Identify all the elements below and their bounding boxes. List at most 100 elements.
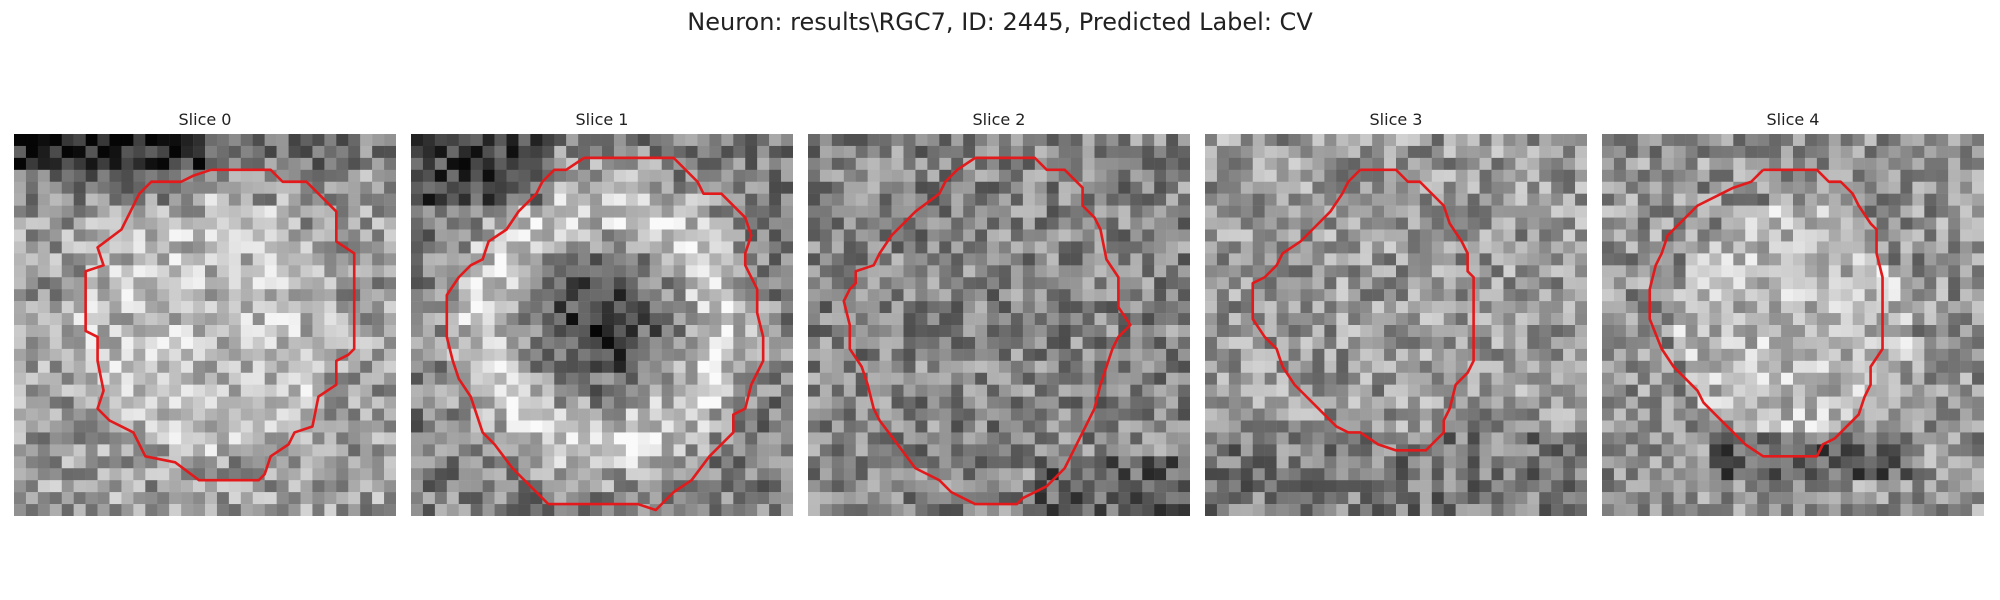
pixel (1685, 336, 1698, 350)
pixel (205, 468, 218, 481)
pixel (915, 432, 928, 445)
pixel (1721, 265, 1734, 278)
pixel (757, 480, 770, 493)
pixel (121, 193, 134, 206)
pixel (1467, 372, 1480, 385)
pixel (14, 145, 27, 159)
pixel (1046, 336, 1059, 350)
pixel (999, 253, 1012, 266)
pixel (1515, 492, 1528, 505)
pixel (855, 289, 868, 302)
pixel (1372, 265, 1385, 278)
pixel (411, 468, 424, 481)
pixel (673, 181, 686, 194)
pixel (1960, 205, 1973, 218)
pixel (1661, 277, 1674, 290)
pixel (1503, 301, 1516, 314)
pixel (781, 468, 793, 481)
pixel (1515, 456, 1528, 469)
pixel (1539, 408, 1552, 421)
pixel (1491, 193, 1504, 206)
pixel (530, 157, 543, 171)
pixel (1575, 348, 1587, 362)
pixel (1118, 408, 1131, 421)
pixel (1685, 277, 1698, 290)
pixel (843, 253, 856, 266)
pixel (1503, 193, 1516, 206)
pixel (494, 253, 507, 266)
pixel (1575, 444, 1587, 457)
pixel (1336, 157, 1349, 171)
pixel (843, 372, 856, 385)
pixel (1396, 372, 1409, 385)
pixel (1972, 217, 1984, 230)
pixel (1348, 289, 1361, 302)
pixel (434, 157, 448, 171)
pixel (1142, 301, 1155, 314)
pixel (1240, 157, 1253, 171)
pixel (1721, 313, 1734, 326)
pixel (109, 193, 122, 206)
pixel (1082, 134, 1095, 147)
pixel (1697, 205, 1710, 218)
pixel (1733, 289, 1746, 302)
pixel (205, 241, 218, 254)
pixel (145, 336, 158, 350)
pixel (1216, 265, 1230, 278)
pixel (1288, 217, 1301, 230)
pixel (987, 134, 1000, 147)
pixel (745, 432, 758, 445)
pixel (542, 384, 555, 397)
pixel (1709, 420, 1722, 433)
pixel (1888, 408, 1901, 421)
pixel (1649, 301, 1662, 314)
pixel (434, 336, 448, 350)
pixel (300, 408, 313, 421)
pixel (434, 313, 448, 326)
pixel (1661, 157, 1674, 171)
pixel (879, 134, 892, 147)
pixel (697, 384, 710, 397)
pixel (685, 289, 698, 302)
pixel (1178, 157, 1190, 171)
pixel (1034, 504, 1047, 516)
pixel (1745, 253, 1758, 266)
pixel (264, 241, 277, 254)
pixel (506, 134, 519, 147)
pixel (1419, 396, 1433, 409)
pixel (745, 444, 758, 457)
pixel (1178, 492, 1190, 505)
pixel (1252, 336, 1265, 350)
pixel (745, 193, 758, 206)
pixel (1602, 265, 1615, 278)
slice-panel-2: Slice 2 (808, 110, 1190, 518)
pixel (300, 432, 313, 445)
pixel (1142, 456, 1155, 469)
pixel (1431, 229, 1444, 242)
pixel (1205, 205, 1218, 218)
pixel (1276, 480, 1289, 493)
pixel (999, 360, 1012, 373)
pixel (458, 169, 471, 182)
pixel (1142, 157, 1155, 171)
pixel (1721, 253, 1734, 266)
pixel (542, 372, 555, 385)
pixel (1793, 313, 1806, 326)
pixel (1769, 444, 1782, 457)
pixel (1360, 241, 1373, 254)
pixel (1034, 468, 1047, 481)
pixel (1154, 229, 1167, 242)
pixel (867, 181, 880, 194)
pixel (1721, 444, 1734, 457)
pixel (1745, 145, 1758, 159)
pixel (1613, 193, 1627, 206)
pixel (1721, 336, 1734, 350)
pixel (1142, 145, 1155, 159)
pixel (1228, 492, 1242, 505)
pixel (1613, 241, 1627, 254)
pixel (1228, 348, 1242, 362)
pixel (1082, 372, 1095, 385)
pixel (25, 277, 39, 290)
pixel (145, 241, 158, 254)
pixel (1348, 420, 1361, 433)
